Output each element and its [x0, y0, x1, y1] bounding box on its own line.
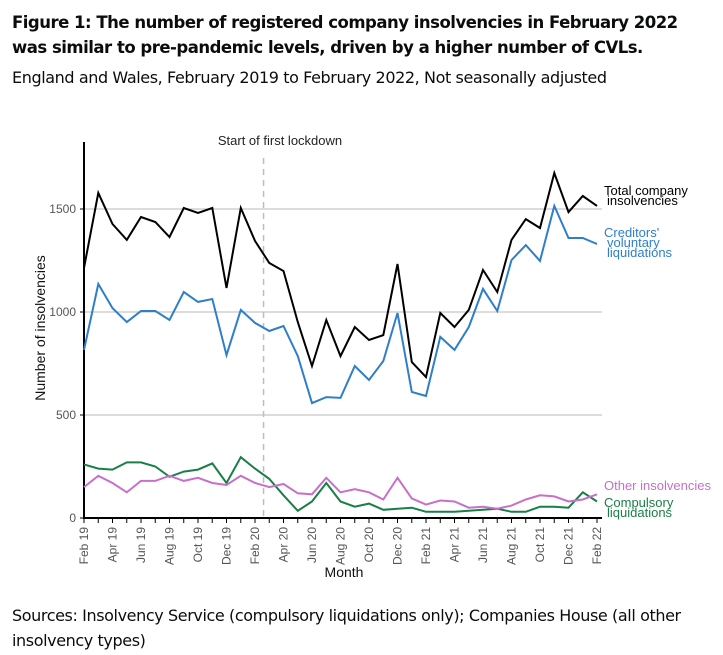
legend-label-total-company-insolvencies: Total company insolvencies	[604, 183, 688, 208]
y-tick-label-0: 0	[69, 511, 76, 525]
x-tick-label: Feb 22	[590, 527, 604, 565]
legend-label-line: Total company	[604, 183, 688, 198]
x-tick-label: Jun 19	[134, 527, 148, 563]
x-tick-label: Jun 20	[305, 527, 319, 563]
x-tick-label: Aug 21	[505, 527, 519, 565]
axes: 0 500 1000 1500 Feb 19 Apr 19 Jun 19 Aug 19 Oct …	[49, 142, 604, 565]
series-line-compulsory-liquidations	[83, 455, 598, 513]
x-tick-label: Oct 19	[191, 527, 205, 563]
series-line-total-company-insolvencies	[83, 169, 598, 380]
legend-label-line: liquidations	[607, 245, 673, 260]
x-tick-label: Apr 20	[277, 527, 291, 563]
legend-label-line: liquidations	[607, 505, 673, 520]
legend-label-creditors-voluntary-liquidations: Creditors' voluntary liquidations	[604, 225, 673, 260]
series-lines	[83, 169, 598, 513]
x-tick-label: Dec 20	[391, 527, 405, 565]
x-tick-label: Oct 21	[533, 527, 547, 563]
x-tick-label: Aug 19	[163, 527, 177, 565]
source-note: Sources: Insolvency Service (compulsory …	[12, 606, 681, 650]
x-tick-label: Feb 21	[419, 527, 433, 565]
lockdown-label: Start of first lockdown	[218, 133, 342, 148]
x-tick-label: Aug 20	[334, 527, 348, 565]
x-tick-label: Feb 20	[248, 527, 262, 565]
y-tick-label-1500: 1500	[49, 202, 76, 216]
chart-title: Figure 1: The number of registered compa…	[12, 13, 678, 57]
x-tick-label: Apr 19	[106, 527, 120, 563]
y-tick-label-1000: 1000	[49, 305, 76, 319]
line-chart: Start of first lockdown 0 500 1000 1500 Feb …	[32, 133, 711, 580]
y-tick-label-500: 500	[56, 408, 76, 422]
x-tick-label: Jun 21	[476, 527, 490, 563]
legend-label-line: Compulsory	[604, 495, 674, 510]
series-line-other-insolvencies	[83, 474, 598, 510]
x-axis-title: Month	[325, 564, 364, 580]
chart-subtitle: England and Wales, February 2019 to Febr…	[12, 68, 607, 87]
legend-label-line: insolvencies	[607, 193, 678, 208]
x-tick-label: Feb 19	[77, 527, 91, 565]
x-tick-label: Apr 21	[448, 527, 462, 563]
lockdown-annotation: Start of first lockdown	[218, 133, 342, 518]
legend-label-other-insolvencies: Other insolvencies	[604, 478, 711, 493]
y-axis-title: Number of insolvencies	[32, 255, 48, 401]
x-tick-label: Dec 19	[220, 527, 234, 565]
x-tick-label: Dec 21	[562, 527, 576, 565]
x-tick-label: Oct 20	[362, 527, 376, 563]
legend-label-line: Creditors'	[604, 225, 659, 240]
legend-label-compulsory-liquidations: Compulsory liquidations	[604, 495, 674, 520]
gridlines	[84, 208, 602, 416]
legend-label-line: Other insolvencies	[604, 478, 711, 493]
series-line-creditors-voluntary-liquidations	[83, 202, 598, 405]
legend: Total company insolvencies Creditors' volun…	[604, 183, 711, 520]
legend-label-line: voluntary	[607, 235, 660, 250]
